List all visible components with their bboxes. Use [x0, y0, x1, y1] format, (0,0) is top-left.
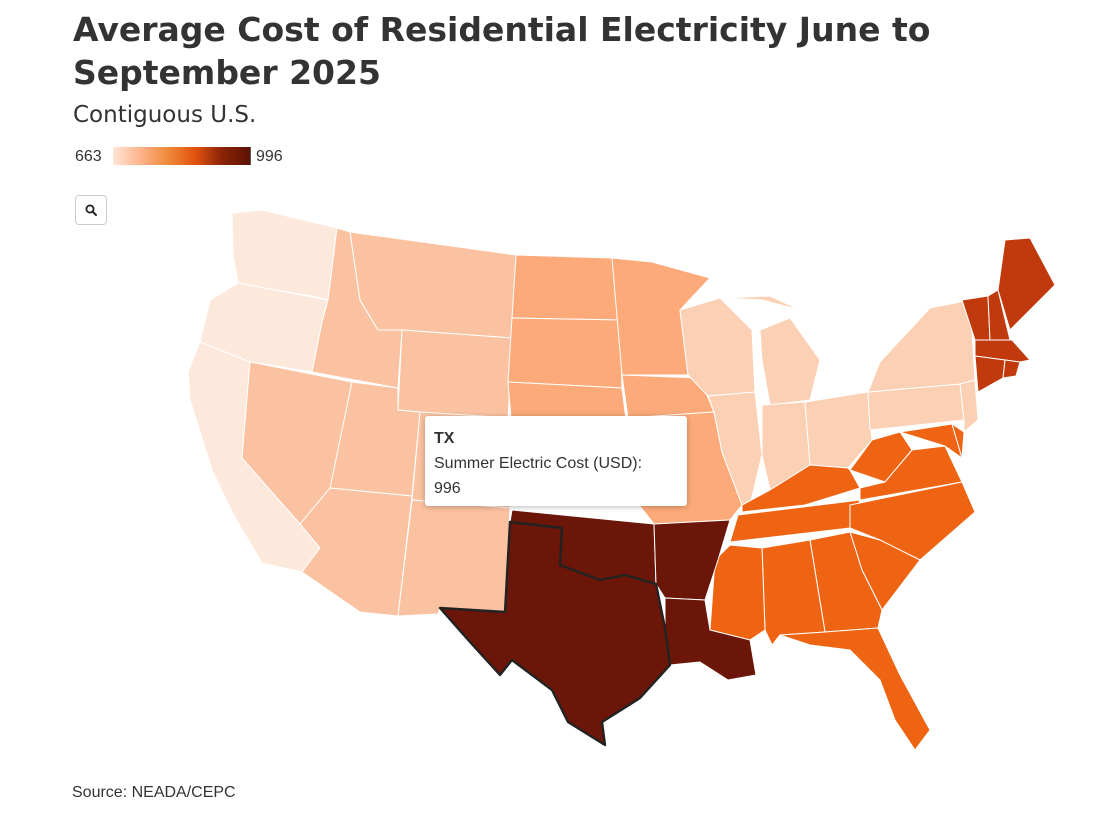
state-az[interactable]: [299, 487, 413, 617]
state-de[interactable]: [951, 423, 965, 459]
legend-min-label: 663: [75, 148, 102, 165]
state-nm[interactable]: [397, 499, 511, 617]
tooltip-value: 996: [434, 480, 461, 497]
state-tooltip: TX Summer Electric Cost (USD): 996: [425, 416, 687, 506]
legend-max-label: 996: [256, 148, 283, 165]
state-ct[interactable]: [974, 355, 1006, 393]
chart-subtitle: Contiguous U.S.: [73, 102, 257, 128]
state-shapes: [187, 209, 1056, 751]
search-icon: [85, 204, 97, 216]
tooltip-state: TX: [434, 430, 455, 447]
state-tx[interactable]: [438, 520, 672, 747]
state-wa[interactable]: [231, 209, 338, 301]
chart-source: Source: NEADA/CEPC: [72, 784, 236, 801]
state-ma[interactable]: [974, 339, 1031, 363]
state-ri[interactable]: [1002, 359, 1021, 379]
state-sd[interactable]: [507, 317, 623, 389]
state-ky[interactable]: [741, 464, 861, 513]
chart-title: Average Cost of Residential Electricity …: [73, 10, 931, 92]
state-me[interactable]: [997, 237, 1056, 331]
state-nj[interactable]: [959, 379, 979, 433]
state-ny[interactable]: [867, 299, 976, 393]
state-fl[interactable]: [779, 627, 931, 751]
zoom-button[interactable]: [75, 195, 107, 225]
state-mi[interactable]: [721, 295, 821, 406]
state-wy[interactable]: [397, 329, 513, 421]
state-oh[interactable]: [804, 391, 873, 469]
state-nd[interactable]: [511, 254, 621, 321]
legend-gradient-bar: [113, 147, 251, 165]
state-mt[interactable]: [349, 231, 517, 339]
tooltip-metric-label: Summer Electric Cost (USD):: [434, 455, 643, 472]
